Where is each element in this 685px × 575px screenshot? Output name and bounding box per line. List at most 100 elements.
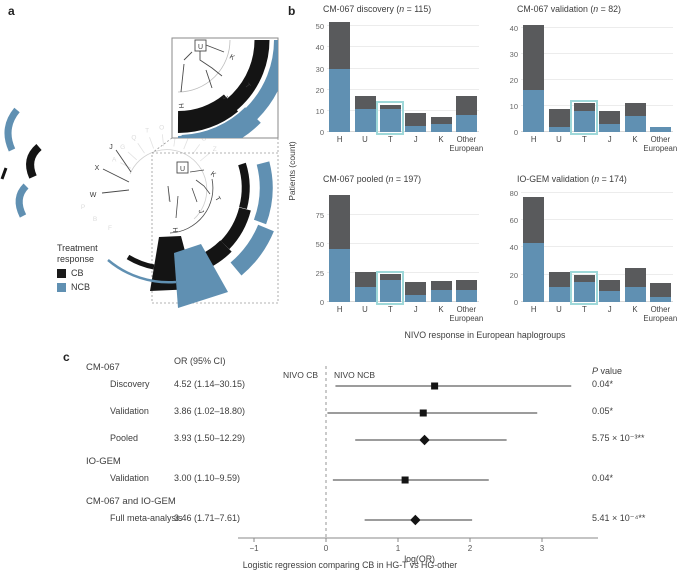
x-tick-label: U bbox=[556, 135, 562, 144]
faint-haplogroup-label: O bbox=[159, 124, 164, 131]
ncb-response-arcs bbox=[107, 161, 274, 308]
y-tick-label: 0 bbox=[513, 128, 518, 137]
y-tick-label: 40 bbox=[509, 23, 518, 33]
highlight-box-T bbox=[570, 271, 599, 305]
forest-row-or: 3.46 (1.71–7.61) bbox=[174, 513, 241, 523]
y-tick-label: 30 bbox=[509, 49, 518, 59]
y-tick-label: 25 bbox=[315, 269, 324, 279]
ncb-label: NCB bbox=[71, 282, 91, 292]
ncb-arc-left-1 bbox=[4, 107, 20, 152]
haplogroup-label-j: J bbox=[109, 144, 113, 151]
y-tick-label: 20 bbox=[509, 270, 518, 280]
x-tick-label: 2 bbox=[468, 544, 473, 553]
bar-K-ncb bbox=[624, 286, 646, 302]
forest-group-header: CM-067 and IO-GEM bbox=[86, 496, 176, 507]
legend-title-line2: response bbox=[57, 254, 95, 264]
cb-swatch bbox=[57, 269, 66, 278]
inset-label-h: H bbox=[177, 103, 184, 109]
x-tick-label: Other European bbox=[449, 135, 484, 153]
treatment-response-legend: Treatment response CB NCB bbox=[57, 243, 98, 293]
y-tick-label: 20 bbox=[315, 85, 324, 95]
bar-chart-cm067-pooled: CM-067 pooled (n = 197) 0 25 50 75 H U T J K Other… bbox=[309, 174, 484, 334]
or-column-header: OR (95% CI) bbox=[174, 356, 226, 366]
forest-row-pvalue: 0.04* bbox=[592, 473, 614, 483]
bar-U-cb bbox=[354, 272, 376, 287]
chart-plot-area bbox=[327, 20, 479, 135]
bar-Other European-ncb bbox=[455, 115, 477, 132]
inset-label-t: T bbox=[243, 82, 252, 90]
forest-row-pvalue: 5.41 × 10⁻⁴** bbox=[592, 513, 646, 523]
y-tick-label: 60 bbox=[509, 216, 518, 226]
y-tick-label: 10 bbox=[315, 106, 324, 116]
x-tick-label: H bbox=[336, 305, 343, 314]
forest-row-label: Discovery bbox=[110, 379, 150, 389]
inset-label-u: U bbox=[198, 44, 203, 51]
gridline bbox=[327, 88, 479, 90]
bar-Other European-ncb bbox=[649, 126, 671, 132]
inset-content bbox=[177, 39, 278, 138]
bar-K-ncb bbox=[624, 116, 646, 132]
x-tick-label: T bbox=[581, 135, 587, 144]
haplogroup-label-w: W bbox=[90, 192, 97, 199]
faint-branch bbox=[120, 162, 132, 169]
inset-label-k: K bbox=[228, 54, 236, 63]
faint-branch bbox=[149, 137, 155, 149]
highlight-box-T bbox=[376, 270, 405, 305]
x-tick-label: 0 bbox=[324, 544, 329, 553]
x-tick-label: K bbox=[632, 135, 638, 144]
y-tick-label: 40 bbox=[509, 243, 518, 253]
cb-label: CB bbox=[71, 268, 84, 278]
inset-haplogroup-labels: U K T J H bbox=[177, 44, 252, 109]
bar-T-ncb bbox=[379, 108, 401, 132]
gridline bbox=[327, 243, 479, 245]
x-tick-label: H bbox=[530, 305, 537, 314]
x-tick-label: U bbox=[556, 305, 562, 314]
chart-title: CM-067 validation (n = 82) bbox=[517, 4, 621, 14]
ncb-swatch bbox=[57, 283, 66, 292]
bar-T-ncb bbox=[573, 111, 595, 132]
bar-K-cb bbox=[624, 267, 646, 287]
x-tick-label: H bbox=[530, 135, 537, 144]
y-tick-label: 0 bbox=[319, 298, 324, 307]
gridline bbox=[521, 78, 673, 80]
gridline bbox=[327, 46, 479, 48]
gridline bbox=[327, 214, 479, 216]
bar-chart-cm067-validation: CM-067 validation (n = 82) 0 10 20 30 40 H U T J K… bbox=[503, 4, 678, 164]
bar-K-ncb bbox=[430, 290, 452, 302]
panel-b-label: b bbox=[288, 4, 296, 18]
haplogroup-label-j2: J bbox=[197, 209, 205, 214]
gridline bbox=[521, 26, 673, 28]
bar-K-cb bbox=[430, 281, 452, 291]
faint-branch bbox=[199, 152, 210, 162]
phylogeny-panel: AGQTODHGZ PBF JXW bbox=[0, 0, 300, 348]
x-tick-label: T bbox=[581, 305, 587, 314]
bar-U-cb bbox=[548, 108, 570, 127]
x-tick-label: T bbox=[387, 135, 393, 144]
faint-haplogroup-label: A bbox=[112, 156, 117, 163]
y-tick-label: 80 bbox=[509, 188, 518, 198]
bar-J-ncb bbox=[599, 291, 621, 302]
faint-haplogroup-label: G bbox=[201, 136, 206, 143]
x-tick-label: J bbox=[413, 305, 418, 314]
forest-group-header: IO-GEM bbox=[86, 456, 121, 467]
bar-H-ncb bbox=[523, 90, 545, 132]
forest-row-or: 4.52 (1.14–30.15) bbox=[174, 379, 246, 389]
forest-row-or: 3.93 (1.50–12.29) bbox=[174, 433, 246, 443]
zoom-region-box bbox=[151, 152, 279, 304]
chart-plot-area bbox=[521, 190, 673, 305]
faint-branch bbox=[183, 137, 189, 150]
x-tick-label: J bbox=[607, 305, 612, 314]
zoom-connector-lines bbox=[151, 137, 279, 154]
forest-row-or: 3.86 (1.02–18.80) bbox=[174, 406, 246, 416]
highlight-box-T bbox=[376, 101, 405, 135]
faint-haplogroup-label: P bbox=[81, 204, 85, 211]
forest-row-pvalue: 0.05* bbox=[592, 406, 614, 416]
bar-Other European-cb bbox=[455, 96, 477, 116]
bar-J-cb bbox=[599, 280, 621, 292]
x-tick-label: U bbox=[362, 135, 368, 144]
panel-a-label: a bbox=[8, 4, 15, 18]
forest-row-label: Full meta-analysis bbox=[110, 513, 183, 523]
faint-branch bbox=[137, 143, 145, 154]
bar-Other European-cb bbox=[649, 282, 671, 297]
x-axis-label: NIVO response in European haplogroups bbox=[404, 330, 566, 340]
